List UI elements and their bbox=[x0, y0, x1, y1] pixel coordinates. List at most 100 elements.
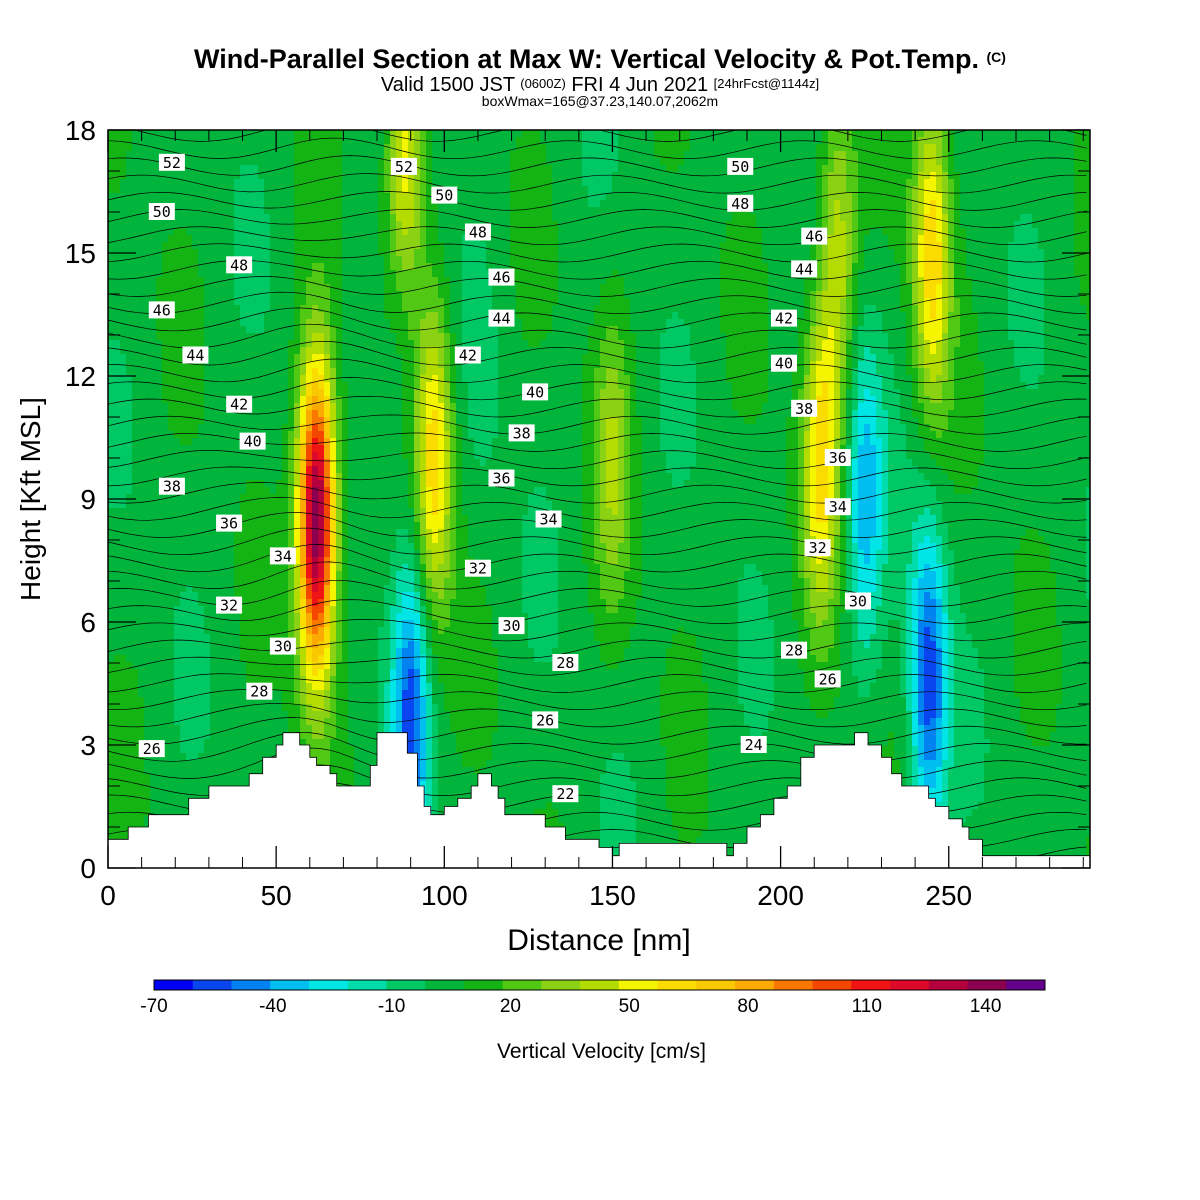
chart-title: Wind-Parallel Section at Max W: Vertical… bbox=[194, 44, 1006, 74]
contour-label-bg bbox=[158, 477, 185, 495]
contour-label: 26 bbox=[536, 711, 554, 729]
y-tick-label: 0 bbox=[80, 853, 96, 884]
theta-contour bbox=[108, 702, 1087, 728]
theta-contour bbox=[108, 482, 1087, 504]
contour-label: 42 bbox=[775, 310, 793, 328]
y-tick-label: 18 bbox=[65, 115, 96, 146]
colorbar-swatch bbox=[192, 980, 232, 990]
contour-label: 42 bbox=[459, 347, 477, 365]
contour-label: 32 bbox=[469, 560, 487, 578]
contour-label-bg bbox=[801, 227, 828, 245]
terrain bbox=[108, 732, 1090, 868]
theta-contour bbox=[108, 208, 1087, 228]
contour-label: 34 bbox=[540, 511, 558, 529]
colorbar-swatch bbox=[463, 980, 504, 990]
contour-label: 48 bbox=[469, 224, 487, 242]
contour-label-bg bbox=[158, 153, 185, 171]
contour-label: 26 bbox=[143, 740, 161, 758]
contour-label: 26 bbox=[819, 670, 837, 688]
contour-label-bg bbox=[488, 268, 515, 286]
contour-label-bg bbox=[824, 449, 851, 466]
colorbar-swatch bbox=[1006, 980, 1046, 990]
y-tick-label: 15 bbox=[65, 238, 96, 269]
theta-contour bbox=[108, 579, 1087, 607]
theta-contour bbox=[108, 340, 1087, 366]
contour-label: 32 bbox=[809, 539, 827, 557]
contour-label-bg bbox=[226, 395, 253, 413]
contour-label-bg bbox=[239, 432, 266, 450]
theta-contour bbox=[108, 259, 1087, 280]
y-tick-label: 12 bbox=[65, 361, 96, 392]
copyright-mark: (C) bbox=[986, 49, 1006, 65]
contour-label-bg bbox=[844, 592, 871, 610]
theta-contour bbox=[108, 122, 1087, 124]
contour-label: 28 bbox=[785, 642, 803, 660]
contour-label-bg bbox=[804, 539, 831, 557]
contour-label: 38 bbox=[163, 478, 181, 496]
contour-label: 52 bbox=[163, 154, 181, 172]
colorbar-tick-label: -40 bbox=[259, 996, 286, 1017]
theta-contour bbox=[108, 497, 1087, 521]
theta-contour bbox=[108, 276, 1087, 297]
contour-label: 32 bbox=[220, 597, 238, 615]
contour-label: 38 bbox=[513, 424, 531, 442]
contour-label: 36 bbox=[220, 515, 238, 533]
colorbar-tick-label: -70 bbox=[140, 996, 167, 1017]
colorbar-swatch bbox=[696, 980, 736, 990]
contour-label-bg bbox=[770, 309, 797, 327]
contour-label-bg bbox=[216, 596, 243, 614]
colorbar-swatch bbox=[231, 980, 271, 990]
contour-label: 44 bbox=[795, 260, 813, 278]
theta-contour bbox=[108, 599, 1087, 624]
theta-contour bbox=[108, 173, 1087, 194]
colorbar-swatch bbox=[773, 980, 813, 990]
colorbar-label: Vertical Velocity [cm/s] bbox=[497, 1040, 706, 1063]
contour-label: 50 bbox=[435, 187, 453, 205]
contour-label: 46 bbox=[805, 228, 823, 246]
contour-label-bg bbox=[390, 157, 417, 175]
colorbar-tick-label: 110 bbox=[852, 996, 882, 1017]
x-tick-label: 0 bbox=[100, 880, 116, 911]
y-tick-label: 6 bbox=[80, 607, 96, 638]
colorbar-tick-label: 50 bbox=[619, 996, 640, 1017]
contour-label-bg bbox=[508, 424, 535, 442]
colorbar-frame bbox=[153, 979, 1046, 991]
colorbar-swatch bbox=[308, 980, 349, 990]
theta-contour bbox=[108, 377, 1087, 401]
colorbar-swatch bbox=[541, 980, 581, 990]
colorbar-swatch bbox=[657, 980, 697, 990]
theta-contour bbox=[108, 137, 1087, 160]
contour-label-bg bbox=[552, 654, 579, 671]
x-tick-label: 100 bbox=[421, 880, 468, 911]
y-tick-label: 3 bbox=[80, 730, 96, 761]
contour-label-bg bbox=[138, 740, 165, 758]
colorbar-swatch bbox=[928, 980, 968, 990]
contour-label-bg bbox=[535, 510, 562, 528]
contour-label: 38 bbox=[795, 400, 813, 418]
contour-label: 50 bbox=[153, 203, 171, 221]
contour-label: 50 bbox=[731, 158, 749, 176]
colorbar-swatch bbox=[812, 980, 852, 990]
contour-label-bg bbox=[781, 641, 808, 659]
contour-label: 44 bbox=[186, 347, 204, 365]
theta-contour bbox=[108, 191, 1087, 211]
colorbar-tick-label: -10 bbox=[378, 996, 405, 1017]
colorbar-swatch bbox=[580, 980, 620, 990]
chart-subtitle: Valid 1500 JST (0600Z) FRI 4 Jun 2021 [2… bbox=[380, 74, 820, 96]
theta-contour bbox=[108, 358, 1087, 383]
theta-contour bbox=[108, 527, 1087, 556]
theta-contour bbox=[108, 717, 1087, 745]
theta-contour bbox=[108, 291, 1087, 315]
theta-contour bbox=[108, 656, 1087, 676]
theta-contour bbox=[108, 226, 1087, 246]
contour-label-bg bbox=[770, 354, 797, 372]
x-tick-label: 150 bbox=[589, 880, 636, 911]
contour-label-bg bbox=[791, 399, 818, 417]
contour-label-bg bbox=[148, 301, 175, 319]
contour-label: 34 bbox=[829, 498, 847, 516]
x-axis-label: Distance [nm] bbox=[507, 924, 690, 957]
colorbar-tick-label: 20 bbox=[500, 996, 521, 1017]
contour-label: 40 bbox=[526, 383, 544, 401]
contour-label-bg bbox=[824, 498, 851, 516]
